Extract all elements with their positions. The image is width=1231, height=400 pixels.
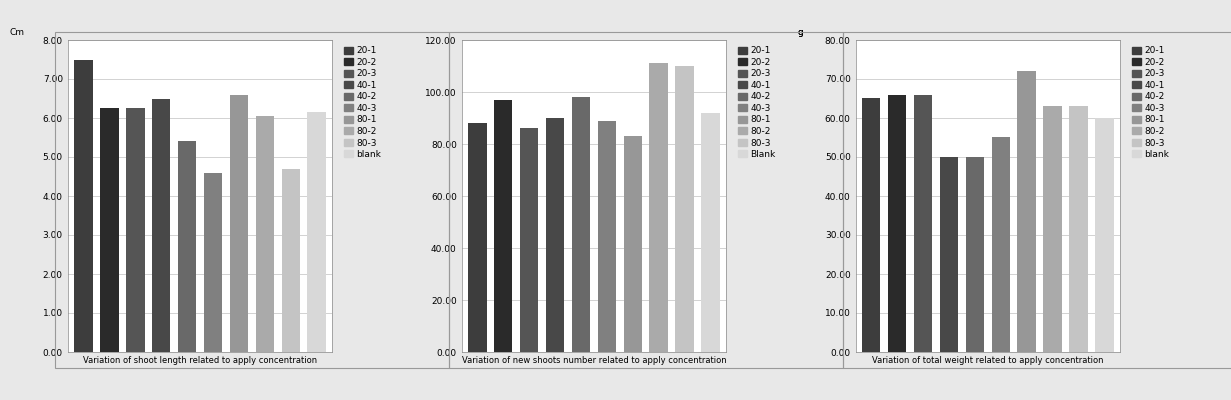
Bar xyxy=(230,95,249,352)
Bar xyxy=(256,116,275,352)
Bar xyxy=(939,157,958,352)
Bar xyxy=(913,94,932,352)
Bar xyxy=(100,108,118,352)
Bar xyxy=(545,118,564,352)
Bar xyxy=(151,98,170,352)
Bar xyxy=(1018,71,1037,352)
Bar xyxy=(177,141,197,352)
Legend: 20-1, 20-2, 20-3, 40-1, 40-2, 40-3, 80-1, 80-2, 80-3, blank: 20-1, 20-2, 20-3, 40-1, 40-2, 40-3, 80-1… xyxy=(342,44,383,161)
Bar xyxy=(494,100,512,352)
X-axis label: Variation of total weight related to apply concentration: Variation of total weight related to app… xyxy=(872,356,1104,365)
X-axis label: Variation of new shoots number related to apply concentration: Variation of new shoots number related t… xyxy=(462,356,726,365)
Bar xyxy=(991,138,1011,352)
Bar xyxy=(1096,118,1114,352)
Bar xyxy=(888,94,906,352)
Bar xyxy=(624,136,643,352)
Bar xyxy=(862,98,880,352)
Legend: 20-1, 20-2, 20-3, 40-1, 40-2, 40-3, 80-1, 80-2, 80-3, blank: 20-1, 20-2, 20-3, 40-1, 40-2, 40-3, 80-1… xyxy=(1130,44,1171,161)
X-axis label: Variation of shoot length related to apply concentration: Variation of shoot length related to app… xyxy=(82,356,318,365)
Bar xyxy=(702,113,720,352)
Bar xyxy=(203,173,223,352)
Bar xyxy=(74,60,92,352)
Bar xyxy=(650,63,668,352)
Bar xyxy=(1044,106,1062,352)
Text: Cm: Cm xyxy=(10,28,25,37)
Bar xyxy=(126,108,144,352)
Bar xyxy=(676,66,694,352)
Bar xyxy=(571,97,591,352)
Text: g: g xyxy=(798,28,803,37)
Bar xyxy=(1070,106,1088,352)
Bar xyxy=(965,157,985,352)
Bar xyxy=(468,123,486,352)
Bar xyxy=(308,112,326,352)
Legend: 20-1, 20-2, 20-3, 40-1, 40-2, 40-3, 80-1, 80-2, 80-3, Blank: 20-1, 20-2, 20-3, 40-1, 40-2, 40-3, 80-1… xyxy=(736,44,778,161)
Bar xyxy=(282,169,300,352)
Bar xyxy=(597,121,617,352)
Text: g: g xyxy=(798,28,803,37)
Bar xyxy=(519,128,538,352)
